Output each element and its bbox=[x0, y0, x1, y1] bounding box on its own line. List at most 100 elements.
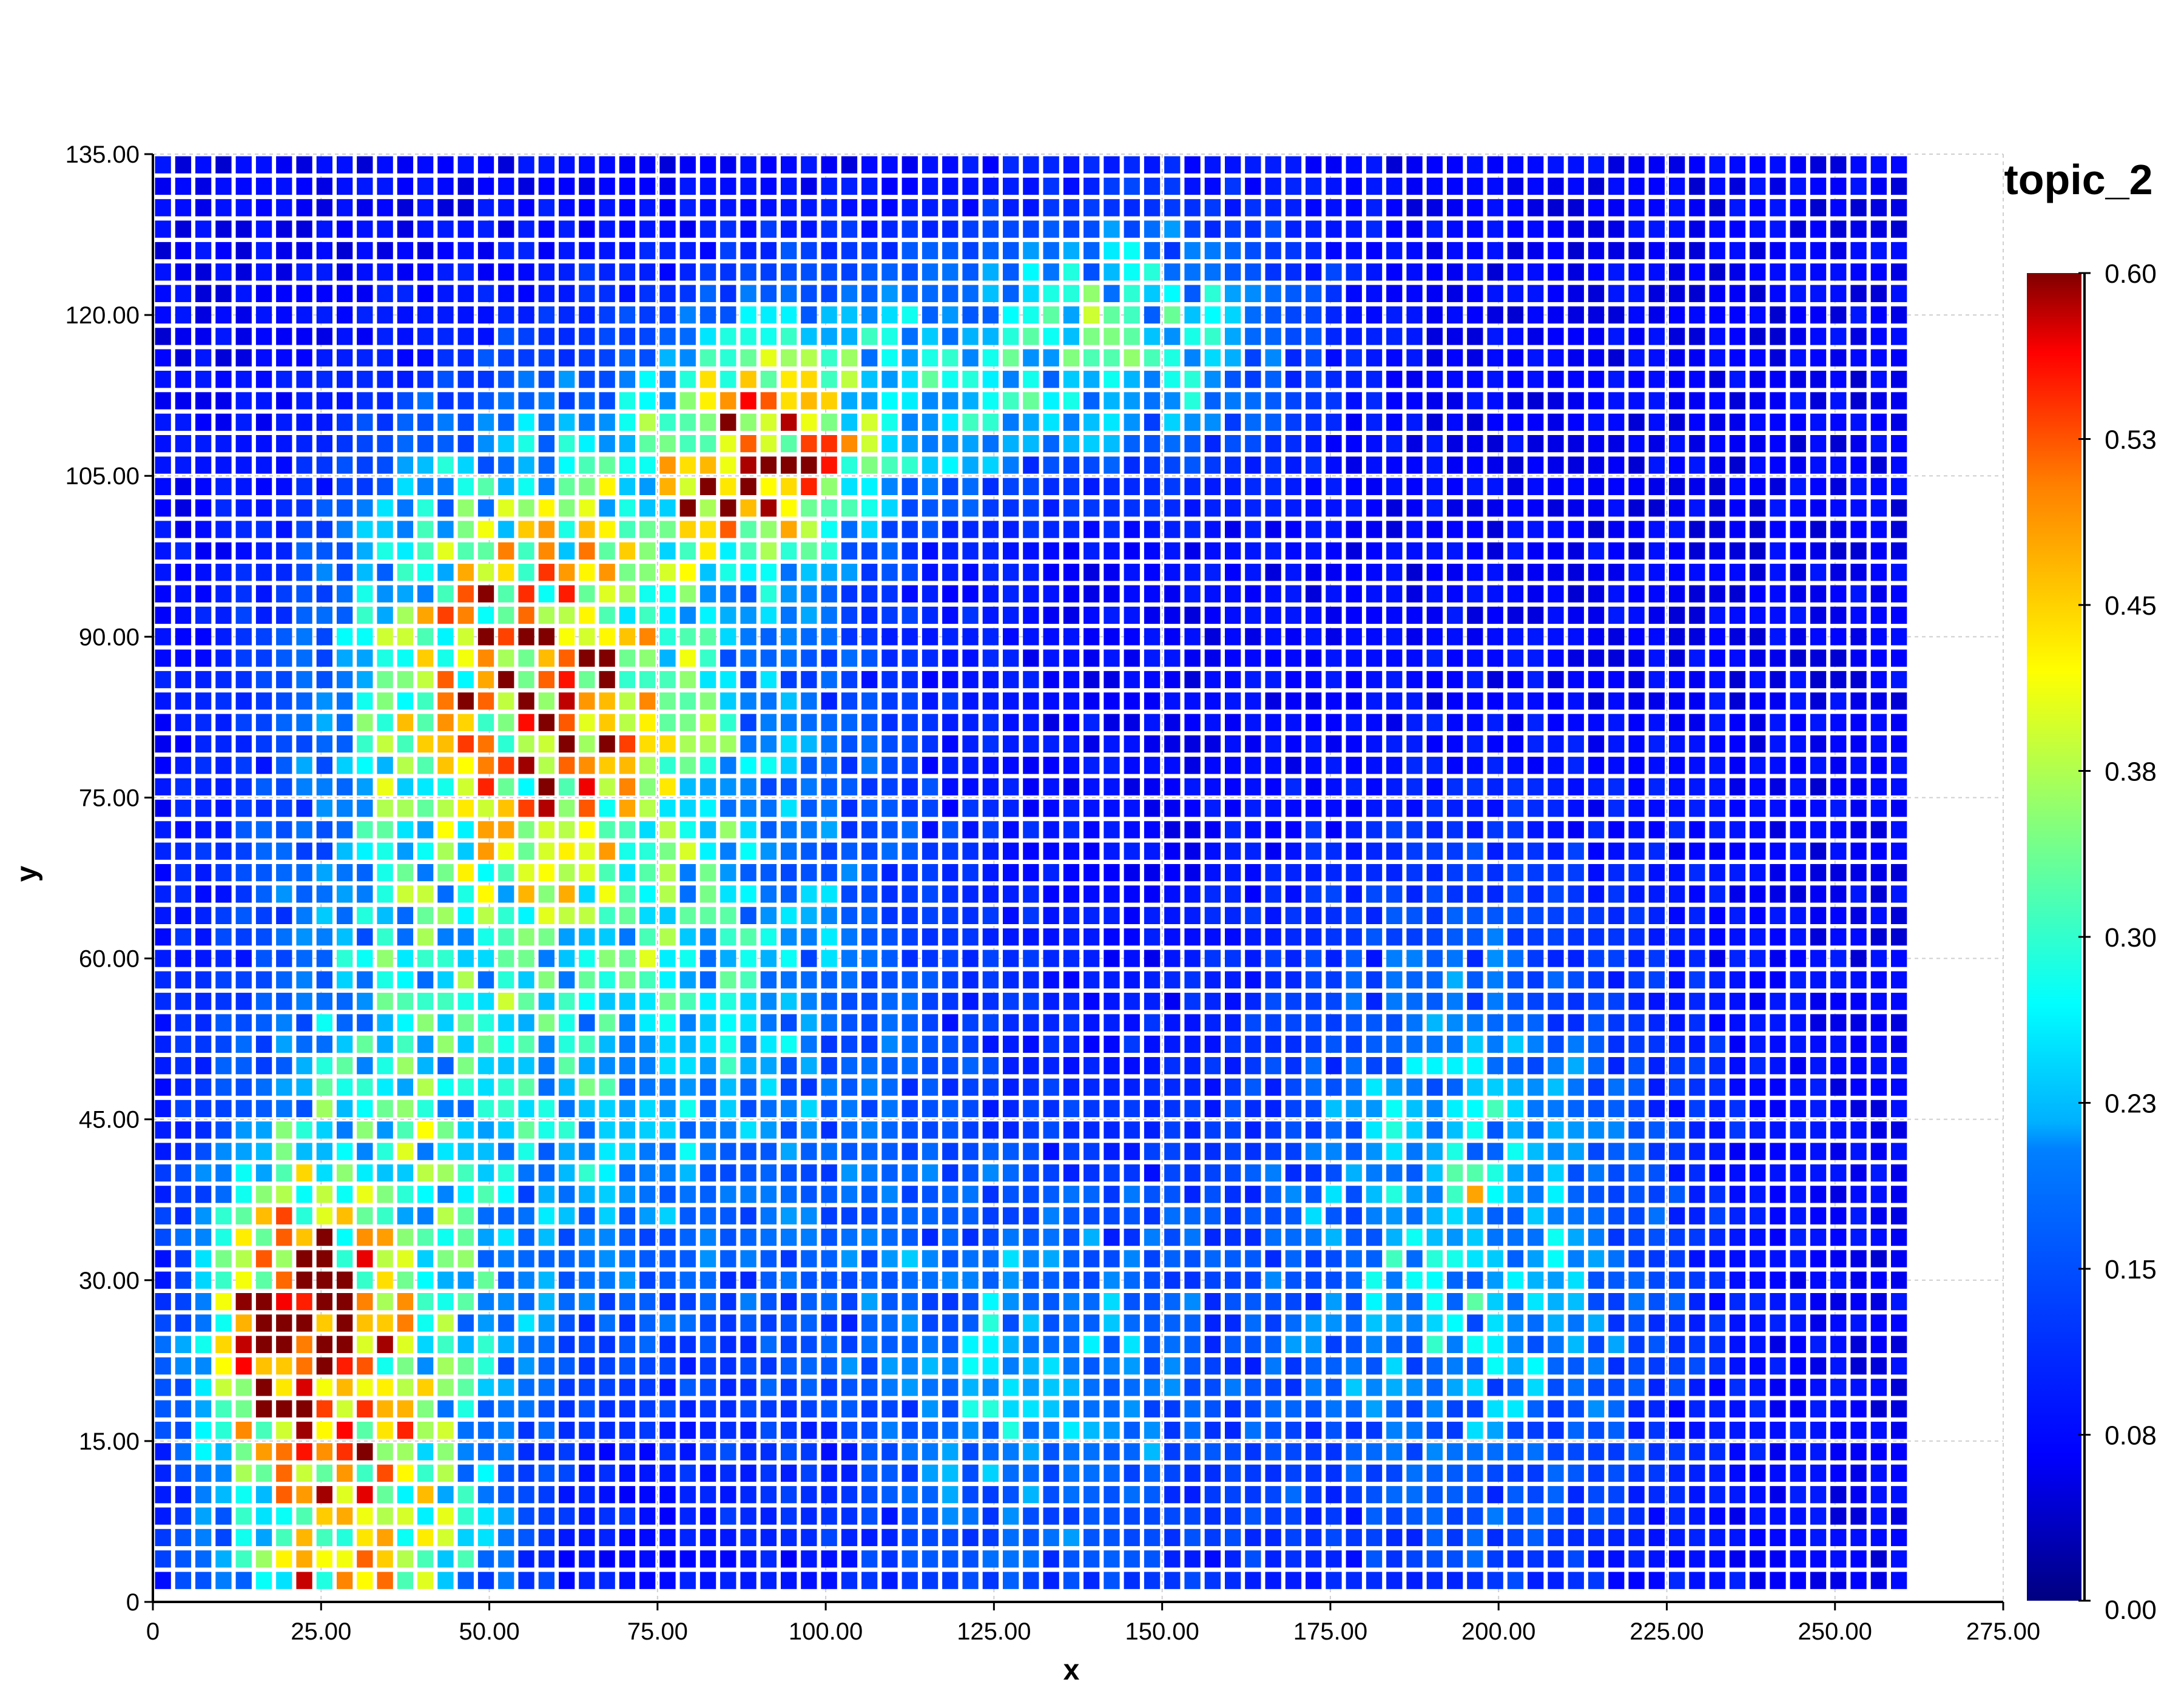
heatmap-cell bbox=[1003, 1014, 1019, 1032]
heatmap-cell bbox=[1144, 521, 1161, 538]
heatmap-cell bbox=[1628, 392, 1645, 410]
heatmap-cell bbox=[821, 371, 837, 388]
heatmap-cell bbox=[659, 1314, 676, 1332]
heatmap-cell bbox=[1588, 456, 1605, 474]
heatmap-cell bbox=[1003, 778, 1019, 795]
heatmap-cell bbox=[1467, 1443, 1483, 1461]
heatmap-cell bbox=[1568, 928, 1584, 946]
heatmap-cell bbox=[922, 1486, 939, 1504]
heatmap-cell bbox=[841, 1507, 858, 1525]
heatmap-cell bbox=[760, 177, 777, 195]
heatmap-cell bbox=[639, 1357, 656, 1375]
heatmap-cell bbox=[861, 1143, 878, 1160]
heatmap-cell bbox=[1184, 1207, 1201, 1224]
heatmap-cell bbox=[559, 993, 575, 1010]
heatmap-cell bbox=[579, 263, 595, 281]
heatmap-cell bbox=[276, 1143, 292, 1160]
heatmap-cell bbox=[1507, 1057, 1524, 1075]
heatmap-cell bbox=[276, 1078, 292, 1096]
heatmap-cell bbox=[377, 1357, 393, 1375]
heatmap-cell bbox=[1204, 1528, 1221, 1547]
heatmap-cell bbox=[1265, 435, 1281, 453]
heatmap-cell bbox=[498, 1422, 514, 1439]
heatmap-cell bbox=[699, 1250, 716, 1268]
heatmap-cell bbox=[377, 1464, 393, 1482]
heatmap-cell bbox=[357, 413, 373, 431]
heatmap-cell bbox=[720, 499, 736, 517]
heatmap-cell bbox=[841, 328, 858, 345]
heatmap-cell bbox=[1608, 1250, 1625, 1268]
heatmap-cell bbox=[316, 585, 332, 603]
heatmap-cell bbox=[1204, 306, 1221, 324]
heatmap-cell bbox=[518, 1507, 534, 1525]
heatmap-cell bbox=[599, 1121, 615, 1139]
heatmap-cell bbox=[1628, 628, 1645, 646]
heatmap-cell bbox=[1104, 413, 1120, 431]
heatmap-cell bbox=[1164, 799, 1181, 817]
heatmap-cell bbox=[740, 885, 757, 903]
heatmap-cell bbox=[1588, 1572, 1605, 1589]
heatmap-cell bbox=[1528, 542, 1544, 560]
heatmap-cell bbox=[316, 521, 332, 538]
heatmap-cell bbox=[1366, 263, 1383, 281]
heatmap-cell bbox=[1265, 199, 1281, 217]
heatmap-cell bbox=[316, 349, 332, 366]
heatmap-cell bbox=[1628, 821, 1645, 839]
heatmap-cell bbox=[821, 670, 837, 689]
heatmap-cell bbox=[316, 864, 332, 882]
heatmap-cell bbox=[760, 821, 777, 839]
heatmap-cell bbox=[679, 907, 696, 924]
heatmap-cell bbox=[1306, 371, 1322, 388]
heatmap-cell bbox=[1204, 842, 1221, 860]
heatmap-cell bbox=[296, 692, 312, 710]
heatmap-cell bbox=[1426, 950, 1443, 967]
heatmap-cell bbox=[1285, 757, 1302, 774]
heatmap-cell bbox=[357, 285, 373, 302]
heatmap-cell bbox=[1386, 156, 1403, 174]
heatmap-cell bbox=[457, 778, 474, 795]
heatmap-cell bbox=[760, 220, 777, 238]
heatmap-cell bbox=[1608, 1228, 1625, 1246]
heatmap-cell bbox=[437, 177, 454, 195]
heatmap-cell bbox=[619, 864, 636, 882]
heatmap-cell bbox=[841, 907, 858, 924]
heatmap-cell bbox=[1063, 1164, 1080, 1182]
heatmap-cell bbox=[1507, 371, 1524, 388]
heatmap-cell bbox=[518, 1035, 534, 1053]
heatmap-cell bbox=[215, 435, 232, 453]
heatmap-cell bbox=[498, 1099, 514, 1118]
heatmap-cell bbox=[1104, 1507, 1120, 1525]
heatmap-cell bbox=[579, 907, 595, 924]
heatmap-cell bbox=[902, 349, 918, 366]
heatmap-cell bbox=[1285, 842, 1302, 860]
heatmap-cell bbox=[559, 1336, 575, 1353]
heatmap-cell bbox=[760, 649, 777, 667]
heatmap-cell bbox=[1084, 950, 1100, 967]
heatmap-cell bbox=[902, 907, 918, 924]
heatmap-cell bbox=[1447, 842, 1463, 860]
heatmap-cell bbox=[357, 542, 373, 560]
heatmap-cell bbox=[1568, 1207, 1584, 1224]
heatmap-cell bbox=[1184, 1336, 1201, 1353]
heatmap-cell bbox=[1568, 864, 1584, 882]
heatmap-cell bbox=[1204, 1207, 1221, 1224]
heatmap-cell bbox=[538, 1186, 554, 1203]
heatmap-cell bbox=[397, 1250, 414, 1268]
heatmap-cell bbox=[639, 263, 656, 281]
heatmap-cell bbox=[781, 242, 797, 260]
heatmap-cell bbox=[1184, 285, 1201, 302]
heatmap-cell bbox=[1144, 1228, 1161, 1246]
heatmap-cell bbox=[417, 1250, 434, 1268]
heatmap-cell bbox=[1285, 1464, 1302, 1482]
heatmap-cell bbox=[235, 177, 252, 195]
heatmap-cell bbox=[922, 435, 939, 453]
heatmap-cell bbox=[1487, 1271, 1503, 1289]
heatmap-cell bbox=[316, 993, 332, 1010]
heatmap-cell bbox=[579, 842, 595, 860]
heatmap-cell bbox=[760, 1121, 777, 1139]
heatmap-cell bbox=[962, 328, 979, 345]
heatmap-cell bbox=[1507, 1464, 1524, 1482]
heatmap-cell bbox=[1366, 1400, 1383, 1417]
heatmap-cell bbox=[397, 1207, 414, 1224]
heatmap-cell bbox=[498, 1464, 514, 1482]
